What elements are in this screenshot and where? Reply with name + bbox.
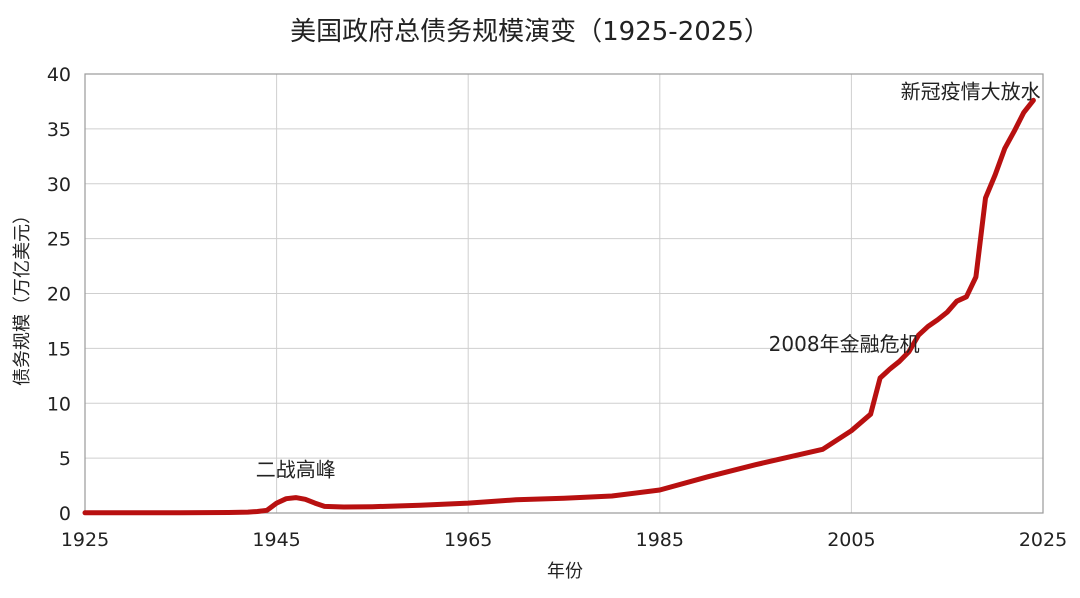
chart-title: 美国政府总债务规模演变（1925-2025） xyxy=(290,17,770,47)
y-tick-label: 25 xyxy=(47,229,71,251)
y-tick-label: 35 xyxy=(47,119,71,141)
x-tick-label: 2025 xyxy=(1019,529,1067,551)
x-tick-label: 2005 xyxy=(827,529,875,551)
x-tick-label: 1965 xyxy=(444,529,492,551)
x-axis-label: 年份 xyxy=(547,561,583,582)
y-tick-label: 5 xyxy=(59,448,71,470)
y-tick-label: 40 xyxy=(47,64,71,86)
y-tick-label: 0 xyxy=(59,503,71,525)
annotations: 二战高峰 2008年金融危机 新冠疫情大放水 xyxy=(256,80,1041,482)
y-tick-label: 15 xyxy=(47,338,71,360)
y-axis-label: 债务规模（万亿美元） xyxy=(12,206,33,386)
y-tick-label: 10 xyxy=(47,393,71,415)
series-line-debt xyxy=(82,97,1036,516)
annotation-label: 二战高峰 xyxy=(256,458,336,482)
plot-frame xyxy=(84,73,1044,514)
y-axis-ticks: 0 5 10 15 20 25 30 35 40 xyxy=(47,64,71,525)
x-tick-label: 1985 xyxy=(636,529,684,551)
x-tick-label: 1925 xyxy=(61,529,109,551)
x-tick-label: 1945 xyxy=(252,529,300,551)
grid xyxy=(84,73,1044,514)
x-axis-ticks: 1925 1945 1965 1985 2005 2025 xyxy=(61,529,1067,551)
annotation-label: 2008年金融危机 xyxy=(769,332,920,356)
y-tick-label: 30 xyxy=(47,174,71,196)
y-tick-label: 20 xyxy=(47,284,71,306)
annotation-label: 新冠疫情大放水 xyxy=(901,80,1041,104)
